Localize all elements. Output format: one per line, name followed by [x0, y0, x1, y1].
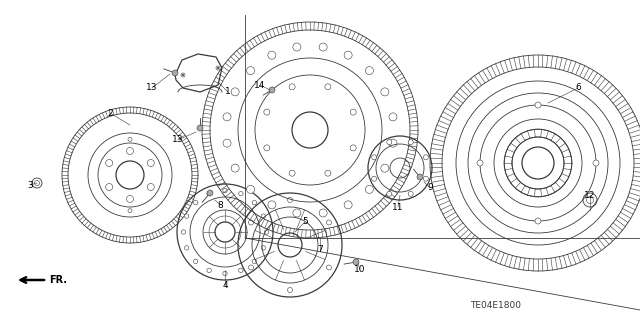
Text: 6: 6: [575, 84, 581, 93]
Circle shape: [389, 139, 397, 147]
Circle shape: [535, 102, 541, 108]
Circle shape: [289, 170, 295, 176]
Circle shape: [231, 164, 239, 172]
Circle shape: [172, 70, 178, 76]
Circle shape: [184, 214, 189, 218]
Circle shape: [231, 88, 239, 96]
Circle shape: [223, 113, 231, 121]
Circle shape: [408, 191, 413, 197]
Circle shape: [261, 214, 266, 218]
Text: 4: 4: [222, 280, 228, 290]
Circle shape: [128, 209, 132, 213]
Circle shape: [217, 67, 219, 69]
Circle shape: [106, 160, 113, 167]
Circle shape: [261, 246, 266, 250]
Text: 1: 1: [225, 87, 231, 97]
Circle shape: [477, 160, 483, 166]
Circle shape: [246, 67, 255, 75]
Text: 2: 2: [107, 108, 113, 117]
Circle shape: [372, 155, 376, 160]
Circle shape: [593, 160, 599, 166]
Circle shape: [223, 139, 231, 147]
Circle shape: [35, 181, 40, 186]
Text: 3: 3: [27, 181, 33, 189]
Circle shape: [239, 268, 243, 272]
Circle shape: [246, 185, 255, 193]
Circle shape: [387, 191, 392, 197]
Circle shape: [344, 201, 352, 209]
Circle shape: [319, 43, 327, 51]
Circle shape: [287, 197, 292, 203]
Circle shape: [216, 66, 220, 70]
Circle shape: [350, 109, 356, 115]
Text: 7: 7: [317, 246, 323, 255]
Circle shape: [293, 43, 301, 51]
Circle shape: [252, 200, 257, 205]
Circle shape: [193, 200, 198, 205]
Circle shape: [184, 246, 189, 250]
Circle shape: [365, 67, 373, 75]
Circle shape: [207, 191, 211, 196]
Circle shape: [325, 84, 331, 90]
Circle shape: [387, 140, 392, 145]
Circle shape: [372, 176, 376, 181]
Circle shape: [350, 145, 356, 151]
Circle shape: [289, 84, 295, 90]
Circle shape: [181, 230, 186, 234]
Text: 5: 5: [302, 218, 308, 226]
Circle shape: [326, 265, 332, 270]
Circle shape: [344, 51, 352, 59]
Text: 12: 12: [584, 190, 596, 199]
Text: TE04E1800: TE04E1800: [470, 301, 521, 310]
Circle shape: [586, 197, 593, 204]
Circle shape: [248, 265, 253, 270]
Text: 14: 14: [254, 80, 266, 90]
Circle shape: [147, 160, 154, 167]
Circle shape: [223, 188, 227, 193]
Circle shape: [424, 176, 428, 181]
Circle shape: [248, 220, 253, 225]
Circle shape: [326, 220, 332, 225]
Circle shape: [239, 191, 243, 196]
Circle shape: [223, 271, 227, 276]
Circle shape: [319, 209, 327, 217]
Circle shape: [127, 147, 134, 154]
Text: 10: 10: [355, 265, 365, 275]
Circle shape: [353, 259, 359, 265]
Text: FR.: FR.: [49, 275, 67, 285]
Circle shape: [193, 259, 198, 263]
Circle shape: [147, 183, 154, 190]
Circle shape: [207, 268, 211, 272]
Circle shape: [269, 87, 275, 93]
Circle shape: [381, 164, 389, 172]
Circle shape: [264, 145, 270, 151]
Circle shape: [535, 218, 541, 224]
Circle shape: [182, 74, 184, 76]
Circle shape: [106, 183, 113, 190]
Circle shape: [381, 88, 389, 96]
Circle shape: [264, 230, 269, 234]
Circle shape: [127, 196, 134, 203]
Circle shape: [424, 155, 428, 160]
Circle shape: [293, 209, 301, 217]
Text: 9: 9: [427, 183, 433, 192]
Circle shape: [365, 185, 373, 193]
Circle shape: [197, 125, 203, 131]
Circle shape: [252, 259, 257, 263]
Text: 13: 13: [172, 136, 184, 145]
Circle shape: [325, 170, 331, 176]
Circle shape: [417, 174, 423, 180]
Circle shape: [408, 140, 413, 145]
Circle shape: [389, 113, 397, 121]
Circle shape: [181, 73, 185, 77]
Circle shape: [264, 109, 270, 115]
Circle shape: [128, 137, 132, 141]
Text: 8: 8: [217, 201, 223, 210]
Text: 11: 11: [392, 203, 404, 211]
Text: 13: 13: [147, 84, 157, 93]
Circle shape: [268, 51, 276, 59]
Circle shape: [287, 287, 292, 293]
Circle shape: [268, 201, 276, 209]
Circle shape: [207, 190, 213, 196]
